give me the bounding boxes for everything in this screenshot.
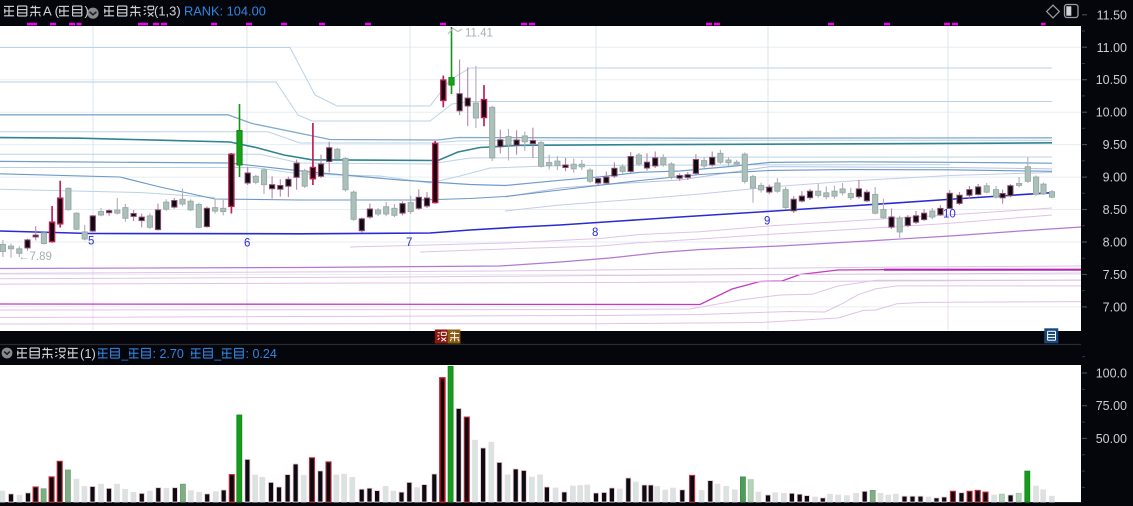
svg-text:10.00: 10.00: [1096, 106, 1127, 120]
svg-text:7: 7: [406, 237, 412, 249]
svg-text:): ): [85, 4, 89, 19]
svg-text:10.50: 10.50: [1096, 73, 1127, 87]
svg-text:100.0: 100.0: [1096, 367, 1127, 381]
svg-text:_: _: [121, 347, 129, 361]
svg-text:(1): (1): [80, 346, 96, 361]
svg-text:8: 8: [592, 227, 598, 239]
svg-text:9.00: 9.00: [1103, 171, 1127, 185]
svg-text:: 2.70: : 2.70: [153, 347, 184, 361]
svg-text:11.00: 11.00: [1097, 41, 1127, 55]
svg-text:8.50: 8.50: [1103, 203, 1127, 217]
svg-text:A (: A (: [43, 4, 60, 19]
svg-text:RANK: 104.00: RANK: 104.00: [184, 4, 266, 19]
svg-text:6: 6: [244, 238, 250, 250]
svg-text:75.00: 75.00: [1096, 399, 1127, 413]
svg-text:50.00: 50.00: [1096, 432, 1127, 446]
svg-text:10: 10: [943, 209, 956, 221]
svg-text:9.50: 9.50: [1103, 138, 1127, 152]
svg-text:: 0.24: : 0.24: [246, 347, 277, 361]
svg-text:←7.89: ←7.89: [18, 251, 52, 263]
svg-text:7.50: 7.50: [1103, 268, 1127, 282]
svg-text:8.00: 8.00: [1103, 236, 1127, 250]
svg-text:5: 5: [88, 236, 94, 248]
svg-text:11.50: 11.50: [1097, 8, 1127, 22]
svg-text:11.41: 11.41: [465, 28, 493, 40]
svg-text:7.00: 7.00: [1103, 300, 1127, 314]
svg-text:_: _: [214, 347, 222, 361]
svg-text:9: 9: [764, 216, 770, 228]
svg-text:(1,3): (1,3): [154, 4, 181, 19]
